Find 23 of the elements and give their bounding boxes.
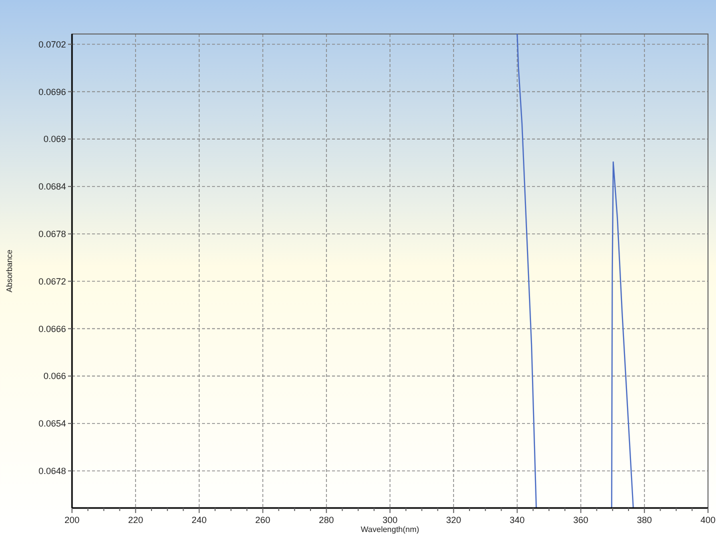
x-tick-label: 260 (255, 515, 270, 525)
y-tick-label: 0.0672 (38, 276, 66, 286)
y-tick-label: 0.0684 (38, 182, 66, 192)
x-tick-label: 300 (382, 515, 398, 525)
x-tick-label: 360 (573, 515, 588, 525)
x-tick-label: 380 (636, 515, 652, 525)
y-axis-title: Absorbance (5, 249, 14, 292)
x-tick-label: 240 (192, 515, 207, 525)
y-tick-label: 0.069 (43, 134, 66, 144)
x-tick-label: 320 (446, 515, 462, 525)
y-tick-label: 0.066 (43, 371, 66, 382)
x-tick-label: 280 (318, 515, 334, 525)
x-tick-label: 340 (510, 515, 525, 525)
y-tick-label: 0.0666 (38, 324, 66, 334)
y-tick-label: 0.0654 (38, 418, 66, 429)
y-tick-label: 0.0678 (38, 229, 66, 240)
y-tick-label: 0.0696 (38, 86, 66, 97)
x-tick-label: 400 (700, 515, 716, 525)
y-tick-label: 0.0702 (38, 39, 66, 50)
y-tick-label: 0.0648 (38, 466, 66, 476)
x-axis-title: Wavelength(nm) (360, 525, 420, 534)
x-tick-label: 220 (128, 515, 144, 525)
x-tick-label: 200 (64, 515, 80, 525)
